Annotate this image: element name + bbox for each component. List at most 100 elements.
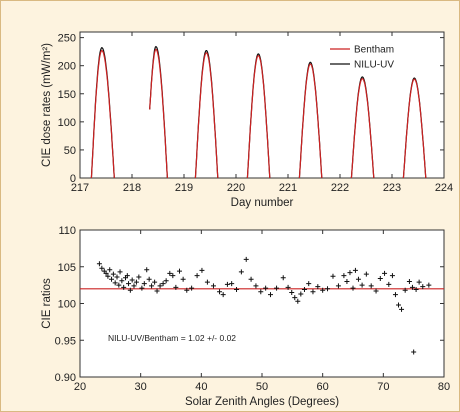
legend-bentham-label: Bentham — [354, 45, 394, 56]
ratio-point — [220, 292, 226, 298]
top-x-tick-label: 221 — [279, 182, 297, 194]
ratio-point — [373, 288, 379, 294]
ratio-point — [157, 283, 163, 289]
ratio-point — [224, 281, 230, 287]
ratio-point — [96, 261, 102, 267]
bentham-day-curve — [149, 48, 168, 179]
ratio-point — [194, 273, 200, 279]
ratio-point — [103, 270, 109, 276]
top-x-tick-label: 222 — [331, 182, 349, 194]
ratio-point — [413, 287, 419, 293]
legend-nilu-uv-label: NILU-UV — [354, 60, 394, 71]
bentham-day-curve — [194, 52, 219, 179]
top-y-axis-label: CIE dose rates (mW/m²) — [41, 43, 53, 167]
ratio-point — [389, 273, 395, 279]
bottom-y-tick-label: 105 — [58, 262, 76, 274]
ratio-point — [335, 283, 341, 289]
ratio-point — [344, 278, 350, 284]
ratio-point — [295, 298, 301, 304]
ratio-point — [315, 284, 321, 290]
ratio-point — [170, 273, 176, 279]
ratio-point — [399, 306, 405, 312]
ratio-point — [139, 285, 145, 291]
ratio-point — [117, 269, 123, 275]
ratio-point — [110, 271, 116, 277]
ratio-point — [160, 281, 166, 287]
ratio-point — [416, 279, 422, 285]
ratio-point — [146, 276, 152, 282]
ratio-point — [306, 281, 312, 287]
ratio-point — [280, 275, 286, 281]
ratio-point — [121, 284, 127, 290]
ratio-point — [112, 280, 118, 286]
ratio-point — [105, 273, 111, 279]
ratio-point — [180, 276, 186, 282]
ratio-point — [368, 283, 374, 289]
bottom-x-tick-label: 60 — [317, 381, 329, 393]
ratio-point — [163, 278, 169, 284]
bottom-y-tick-label: 110 — [58, 225, 76, 237]
top-y-tick-label: 200 — [58, 61, 76, 73]
ratio-point — [127, 287, 133, 293]
bottom-y-tick-label: 0.95 — [55, 335, 76, 347]
ratio-point — [263, 285, 269, 291]
ratio-point — [267, 292, 273, 298]
ratio-point — [352, 267, 358, 273]
bottom-x-tick-label: 80 — [438, 381, 450, 393]
top-x-tick-label: 218 — [123, 182, 141, 194]
bottom-x-tick-label: 40 — [195, 381, 207, 393]
ratio-point — [406, 278, 412, 284]
ratio-point — [396, 302, 401, 308]
ratio-point — [133, 279, 139, 285]
bentham-day-curve — [298, 63, 323, 179]
ratio-point — [292, 295, 298, 301]
ratio-point — [114, 274, 120, 280]
ratio-point — [320, 287, 326, 293]
bentham-day-curve — [350, 78, 375, 179]
ratio-point — [330, 273, 336, 279]
ratio-point — [248, 276, 254, 282]
ratio-point — [116, 282, 122, 288]
ratio-point — [119, 278, 125, 284]
bottom-y-tick-label: 0.90 — [55, 372, 76, 384]
ratio-point — [229, 281, 235, 287]
ratio-point — [258, 289, 264, 295]
top-x-tick-label: 223 — [383, 182, 401, 194]
top-x-tick-label: 217 — [71, 182, 89, 194]
bentham-day-curve — [402, 78, 427, 179]
ratio-point — [392, 292, 398, 298]
bottom-y-tick-label: 100 — [58, 299, 76, 311]
top-x-axis-label: Day number — [231, 197, 294, 209]
top-x-tick-label: 219 — [175, 182, 193, 194]
top-y-tick-label: 0 — [70, 173, 76, 185]
ratio-point — [409, 284, 415, 290]
ratio-point — [253, 283, 259, 289]
ratio-point — [274, 285, 280, 291]
top-y-tick-label: 250 — [58, 33, 76, 45]
bottom-x-tick-label: 70 — [377, 381, 389, 393]
ratio-point — [199, 267, 205, 273]
ratio-point — [126, 281, 132, 287]
ratio-point — [285, 284, 291, 290]
bottom-x-tick-label: 50 — [256, 381, 268, 393]
top-x-tick-label: 220 — [227, 182, 245, 194]
top-y-tick-label: 50 — [64, 145, 76, 157]
ratio-point — [129, 277, 135, 283]
ratio-point — [426, 282, 432, 288]
ratio-point — [184, 287, 190, 293]
ratio-point — [289, 289, 295, 295]
ratio-point — [167, 270, 173, 276]
ratio-point — [301, 287, 307, 293]
top-y-tick-label: 150 — [58, 89, 76, 101]
top-plot-area — [79, 31, 445, 179]
ratio-annotation: NILU-UV/Bentham = 1.02 +/- 0.02 — [108, 333, 236, 343]
ratio-point — [355, 276, 361, 282]
ratio-point — [350, 285, 356, 291]
ratio-point — [144, 267, 150, 273]
bentham-day-curve — [246, 55, 271, 179]
ratio-point — [124, 273, 130, 279]
ratio-point — [234, 287, 240, 293]
ratio-point — [141, 281, 147, 287]
ratio-point — [298, 291, 304, 297]
